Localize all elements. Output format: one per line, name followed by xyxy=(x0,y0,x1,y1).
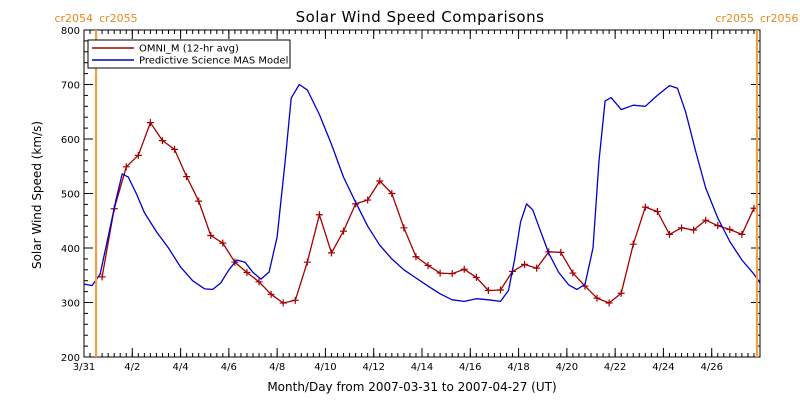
data-point xyxy=(424,261,432,269)
data-point xyxy=(98,273,106,281)
data-point xyxy=(195,197,203,205)
data-point xyxy=(171,145,179,153)
data-point xyxy=(255,278,263,286)
y-tick-label: 400 xyxy=(61,244,80,255)
legend-box xyxy=(87,39,291,69)
data-point xyxy=(207,231,215,239)
rotation-markers: cr2054 cr2055 cr2055 cr2056 xyxy=(54,12,799,357)
x-tick-label: 4/22 xyxy=(604,362,626,373)
x-tick-label: 4/2 xyxy=(124,362,140,373)
series-line-0 xyxy=(101,122,755,304)
x-tick-label: 4/24 xyxy=(652,362,674,373)
data-point xyxy=(327,249,335,257)
data-point xyxy=(412,253,420,261)
legend-label: Predictive Science MAS Model xyxy=(139,56,288,67)
series-line-1 xyxy=(83,83,761,303)
x-tick-label: 4/4 xyxy=(173,362,189,373)
x-tick-label: 4/18 xyxy=(507,362,529,373)
x-tick-label: 3/31 xyxy=(73,362,95,373)
data-point xyxy=(122,163,130,171)
data-point xyxy=(653,207,661,215)
y-tick-label: 200 xyxy=(61,353,80,364)
data-point xyxy=(134,151,142,159)
y-axis-label: Solar Wind Speed (km/s) xyxy=(30,121,44,269)
y-tick-label: 500 xyxy=(61,190,80,201)
data-point xyxy=(448,270,456,278)
y-tick-label: 800 xyxy=(61,26,80,37)
data-point xyxy=(690,226,698,234)
data-point xyxy=(533,264,541,272)
legend: OMNI_M (12-hr avg)Predictive Science MAS… xyxy=(87,39,291,69)
data-point xyxy=(521,260,529,268)
x-axis-label: Month/Day from 2007-03-31 to 2007-04-27 … xyxy=(267,380,556,394)
x-tick-label: 4/14 xyxy=(411,362,433,373)
data-point xyxy=(376,177,384,185)
data-point xyxy=(400,224,408,232)
data-point xyxy=(569,269,577,277)
data-point xyxy=(665,230,673,238)
plot-frame xyxy=(83,29,761,358)
data-point xyxy=(219,239,227,247)
data-point xyxy=(303,258,311,266)
rotation-label-right: cr2056 xyxy=(760,12,799,25)
rotation-label-left: cr2054 xyxy=(54,12,93,25)
chart-title: Solar Wind Speed Comparisons xyxy=(296,8,545,26)
data-point xyxy=(279,299,287,307)
x-tick-label: 4/16 xyxy=(459,362,481,373)
data-point xyxy=(364,196,372,204)
series-layer xyxy=(83,83,761,307)
data-point xyxy=(340,227,348,235)
data-point xyxy=(388,190,396,197)
x-tick-label: 4/12 xyxy=(362,362,384,373)
x-tick-label: 4/8 xyxy=(269,362,285,373)
y-tick-label: 300 xyxy=(61,299,80,310)
data-point xyxy=(484,287,492,295)
x-tick-label: 4/10 xyxy=(314,362,336,373)
data-point xyxy=(315,211,323,219)
x-tick-label: 4/6 xyxy=(221,362,237,373)
data-point xyxy=(678,224,686,232)
data-point xyxy=(617,289,625,297)
data-point xyxy=(726,225,734,233)
data-point xyxy=(593,294,601,302)
rotation-label-right: cr2055 xyxy=(99,12,138,25)
data-point xyxy=(738,230,746,238)
legend-label: OMNI_M (12-hr avg) xyxy=(139,44,239,55)
y-tick-label: 700 xyxy=(61,81,80,92)
data-point xyxy=(605,299,613,307)
data-point xyxy=(702,216,710,224)
x-tick-label: 4/26 xyxy=(700,362,722,373)
data-point xyxy=(183,173,191,181)
y-tick-label: 600 xyxy=(61,135,80,146)
data-point xyxy=(472,273,480,281)
axes: 200 300 400 500 600 700 800 3/31 4/2 4/4 4/6 4/8 4/1… xyxy=(61,26,761,373)
data-point xyxy=(629,240,637,248)
data-point xyxy=(436,269,444,277)
x-tick-label: 4/20 xyxy=(556,362,578,373)
data-point xyxy=(496,286,504,294)
data-point xyxy=(146,119,154,127)
data-point xyxy=(641,203,649,211)
data-point xyxy=(460,265,468,273)
data-point xyxy=(557,248,565,256)
data-point xyxy=(291,296,299,304)
rotation-label-left: cr2055 xyxy=(715,12,754,25)
data-point xyxy=(714,222,722,230)
data-point xyxy=(158,137,166,145)
data-point xyxy=(267,290,275,298)
data-point xyxy=(243,269,251,277)
